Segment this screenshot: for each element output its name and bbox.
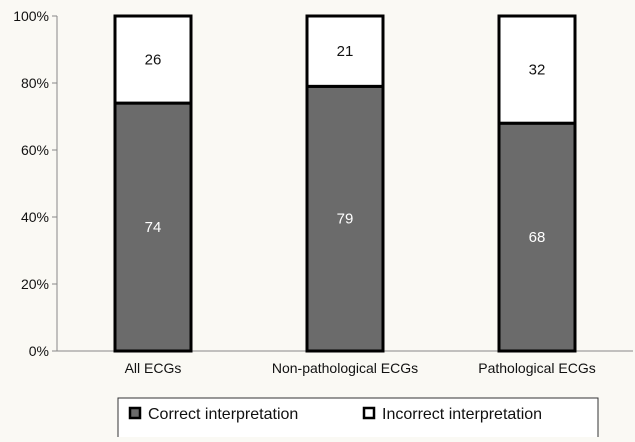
y-axis-ticks: 0% 20% 40% 60% 80% 100% (13, 8, 57, 359)
bar-segment (497, 121, 577, 353)
legend-swatch (128, 406, 142, 420)
y-tick-label: 40% (21, 209, 49, 225)
bar-segment (113, 14, 193, 105)
bar-segment (305, 14, 385, 88)
legend-swatch (362, 406, 376, 420)
legend-label: Correct interpretation (148, 406, 298, 423)
bar-data-label: 21 (337, 43, 354, 60)
bar-segment (305, 84, 385, 353)
y-tick-label: 60% (21, 142, 49, 158)
y-tick-label: 20% (21, 276, 49, 292)
legend: Correct interpretation Incorrect interpre… (117, 397, 599, 442)
y-tick-label: 80% (21, 75, 49, 91)
x-axis-labels: All ECGs Non-pathological ECGs Pathologica… (125, 360, 596, 376)
y-tick-label: 0% (29, 343, 49, 359)
bar-segment (497, 14, 577, 125)
bar-segment (113, 101, 193, 353)
y-tick-label: 100% (13, 8, 49, 24)
bar-data-label: 74 (145, 219, 162, 236)
x-category-label: All ECGs (125, 360, 182, 376)
bar-data-label: 32 (529, 62, 546, 79)
x-category-label: Pathological ECGs (478, 360, 596, 376)
legend-label: Incorrect interpretation (382, 406, 542, 423)
bar-data-label: 26 (145, 52, 162, 69)
x-category-label: Non-pathological ECGs (272, 360, 418, 376)
bar-data-label: 68 (529, 229, 546, 246)
bars-group: 74 26 79 21 68 32 (113, 14, 577, 353)
bar-data-label: 79 (337, 211, 354, 228)
legend-box (117, 397, 599, 442)
